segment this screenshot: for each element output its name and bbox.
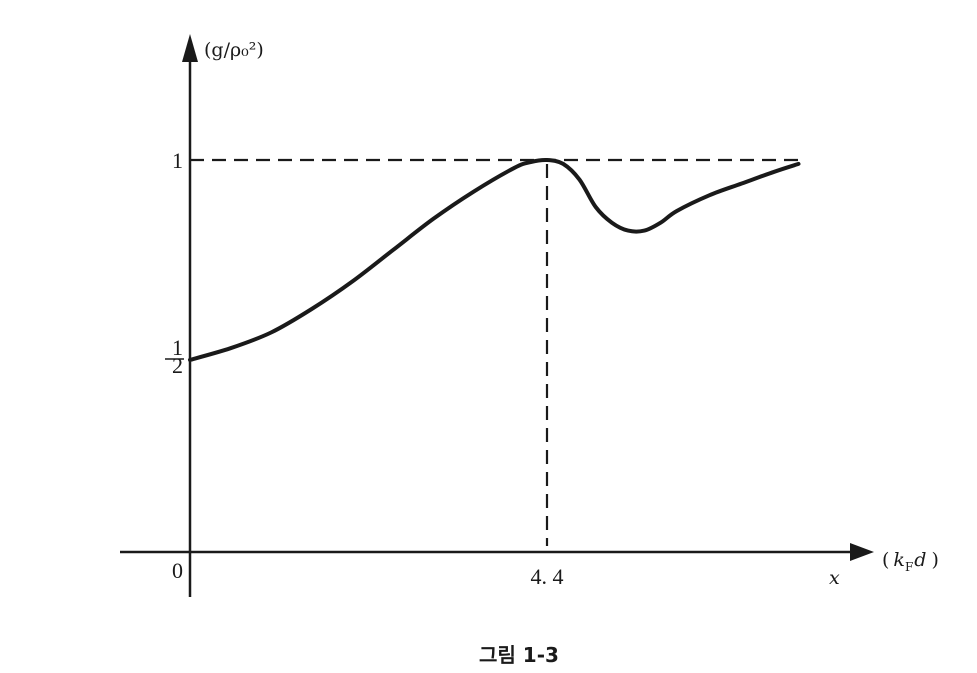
x-axis-arrow-icon	[850, 543, 874, 561]
series-line	[188, 157, 801, 362]
x-axis-variable: x	[829, 567, 840, 589]
y-axis-arrow-icon	[182, 34, 198, 62]
y-tick-half-numerator: 1	[172, 335, 183, 360]
x-tick-label-4-4: 4. 4	[531, 564, 564, 589]
y-tick-half-denominator: 2	[172, 353, 183, 378]
y-tick-label-1: 1	[172, 148, 183, 173]
y-axis-label: (g/ρ₀²)	[204, 39, 264, 61]
x-axis-label: (kFd)	[882, 549, 939, 574]
y-tick-label-half: 1 2	[165, 335, 184, 378]
x-tick-label-0: 0	[172, 558, 183, 583]
figure-caption: 그림 1-3	[479, 643, 559, 667]
